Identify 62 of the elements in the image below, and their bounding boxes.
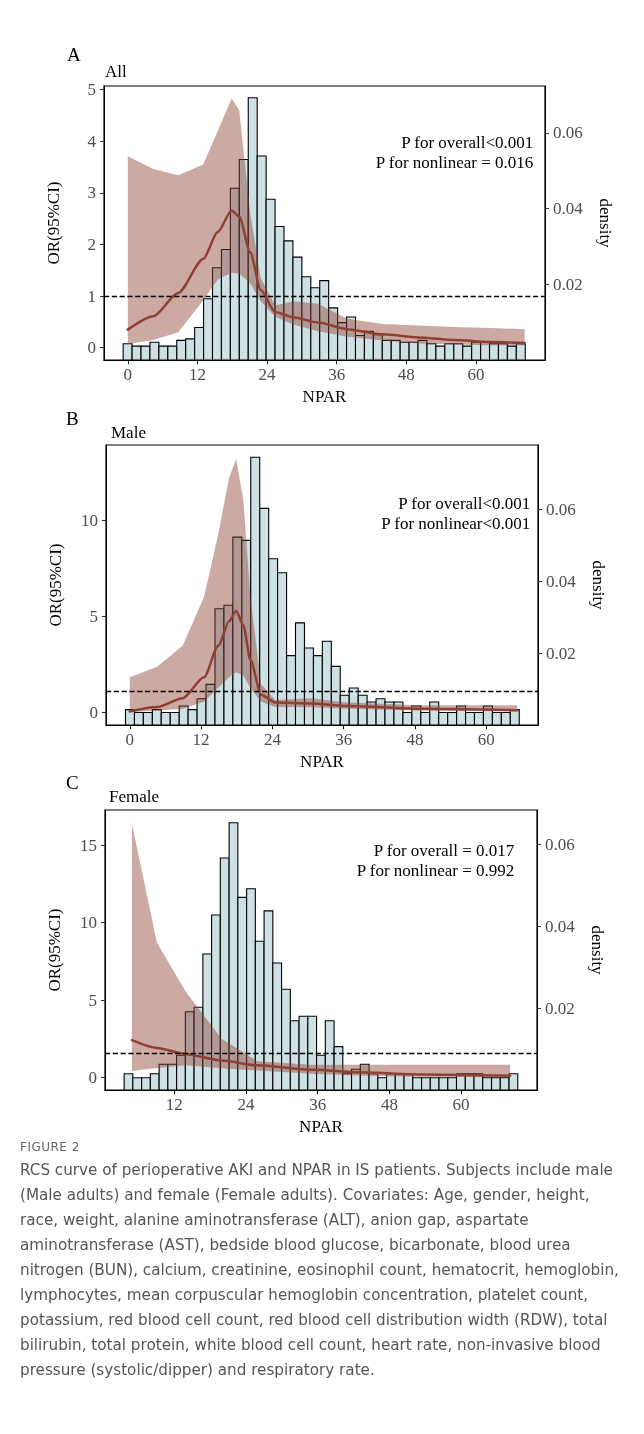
chart-title: B: [66, 408, 79, 429]
y-tick-label: 4: [87, 131, 97, 151]
y-axis-title: OR(95%CI): [44, 181, 63, 265]
annotation: P for nonlinear = 0.992: [356, 861, 515, 880]
x-tick-label: 24: [258, 365, 277, 385]
y2-tick-label: 0.06: [546, 499, 576, 519]
chart-title: A: [67, 44, 81, 65]
chart-subtitle: Female: [109, 787, 160, 806]
y-tick-label: 5: [87, 80, 96, 100]
x-tick-label: 48: [397, 365, 415, 385]
x-axis-title: NPAR: [300, 752, 345, 771]
annotation: P for overall<0.001: [398, 494, 531, 513]
x-tick-label: 12: [192, 730, 210, 750]
y2-tick-label: 0.02: [546, 643, 576, 663]
y-tick-label: 3: [87, 183, 96, 203]
y-tick-label: 5: [89, 606, 98, 626]
x-tick-label: 48: [380, 1095, 398, 1115]
y-axis-title: OR(95%CI): [46, 543, 65, 627]
y-tick-label: 0: [87, 338, 96, 358]
annotation: P for nonlinear<0.001: [381, 514, 531, 533]
caption: FIGURE 2: [20, 1140, 81, 1154]
y2-tick-label: 0.02: [545, 998, 575, 1018]
y2-tick-label: 0.04: [553, 199, 584, 219]
chart-subtitle: All: [105, 62, 127, 81]
y-axis-title: OR(95%CI): [45, 908, 64, 992]
x-tick-label: 36: [328, 365, 346, 385]
x-tick-label: 24: [263, 730, 282, 750]
y-tick-label: 1: [87, 286, 96, 306]
text: RCS curve of perioperative AKI and NPAR in IS patients. Subjects include male (Male adults) and female (Female adults). Covariates: Age, gender, height, race, weight, alanine aminotransferase (ALT), anion gap, aspartate aminotransferase (AST), bedside blood glucose, bicarbonate, blood urea nitrogen (BUN), calcium, creatinine, eosinophil count, hematocrit, hemoglobin, lymphocytes, mean corpuscular hemoglobin concentration, platelet count, potassium, red blood cell count, red blood cell distribution width (RDW), total bilirubin, total protein, white blood cell count, heart rate, non-invasive blood pressure (systolic/dipper) and respiratory rate.: [20, 1161, 619, 1379]
annotation: P for nonlinear = 0.016: [375, 153, 534, 172]
chart-subtitle: Male: [111, 423, 146, 442]
x-tick-label: 24: [237, 1095, 256, 1115]
y2-axis-title: density: [588, 925, 607, 976]
y2-tick-label: 0.04: [545, 916, 576, 936]
y-tick-label: 0: [88, 1068, 97, 1088]
y2-tick-label: 0.02: [553, 274, 583, 294]
x-axis-title: NPAR: [302, 387, 348, 406]
x-tick-label: 0: [123, 365, 133, 385]
annotation: P for overall = 0.017: [373, 841, 515, 860]
y-tick-label: 10: [81, 510, 98, 530]
y2-axis-title: density: [589, 560, 608, 611]
x-tick-label: 60: [467, 365, 485, 385]
x-tick-label: 12: [165, 1095, 183, 1115]
annotation: P for overall<0.001: [401, 133, 534, 152]
y2-axis-title: density: [596, 198, 615, 249]
x-tick-label: 12: [188, 365, 206, 385]
x-tick-label: 0: [125, 730, 135, 750]
x-tick-label: 48: [406, 730, 424, 750]
x-axis-title: NPAR: [299, 1117, 344, 1136]
x-tick-label: 60: [452, 1095, 470, 1115]
y-tick-label: 0: [89, 702, 98, 722]
x-tick-label: 36: [335, 730, 353, 750]
x-tick-label: 60: [477, 730, 495, 750]
y2-tick-label: 0.06: [553, 123, 583, 143]
y-tick-label: 5: [88, 990, 97, 1010]
y-tick-label: 2: [87, 234, 96, 254]
y-tick-label: 15: [80, 835, 97, 855]
y-tick-label: 10: [80, 913, 97, 933]
x-tick-label: 36: [309, 1095, 327, 1115]
y2-tick-label: 0.06: [545, 834, 575, 854]
y2-tick-label: 0.04: [546, 571, 577, 591]
chart-title: C: [66, 772, 79, 793]
